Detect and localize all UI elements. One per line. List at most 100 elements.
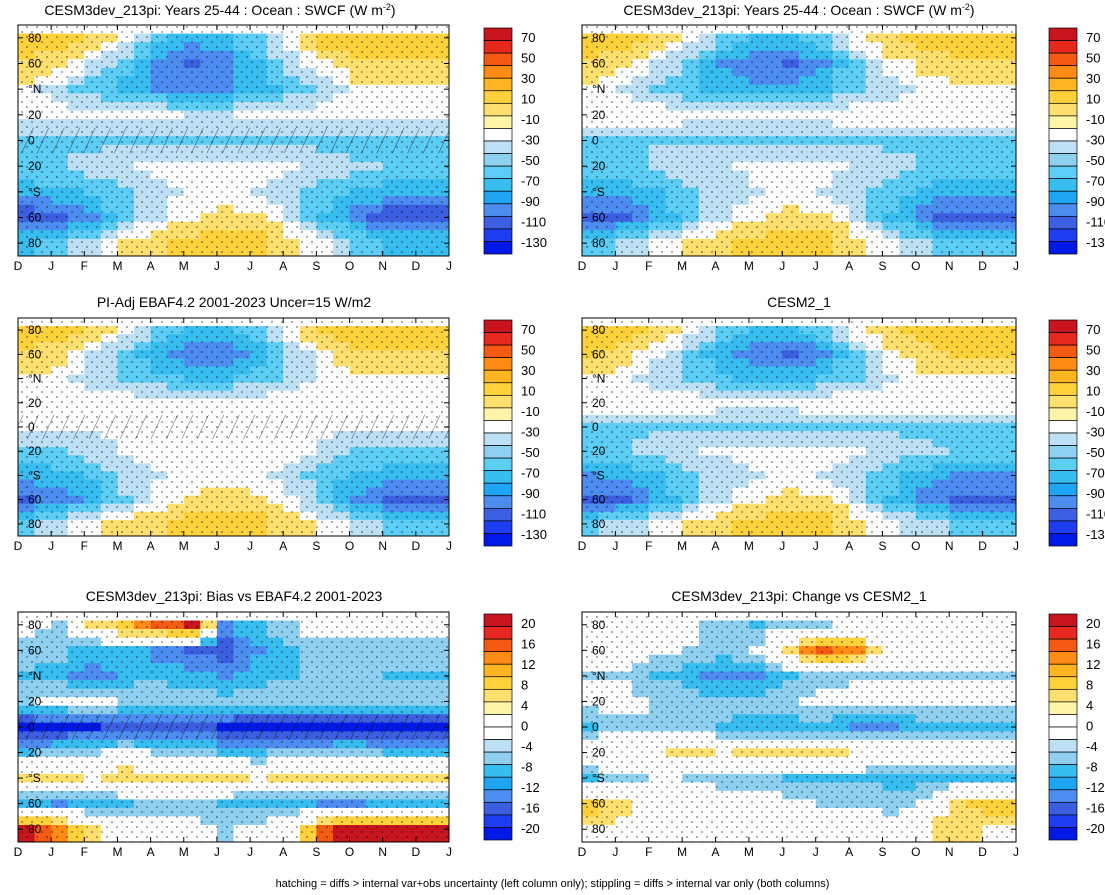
x-tick-label: D xyxy=(978,539,987,553)
y-tick-label: 80 xyxy=(28,323,42,337)
colorbar-swatch xyxy=(483,726,513,740)
x-tick-label: J xyxy=(214,845,220,859)
colorbar-swatch xyxy=(483,626,513,640)
colorbar-label: 10 xyxy=(521,384,535,399)
colorbar-swatch xyxy=(1048,432,1078,446)
colorbar-label: -16 xyxy=(1086,801,1105,816)
colorbar-label: -130 xyxy=(1086,527,1105,542)
y-tick-label: 80 xyxy=(592,618,606,632)
colorbar-swatch xyxy=(483,701,513,715)
x-tick-label: J xyxy=(813,539,819,553)
colorbar-swatch xyxy=(483,77,513,92)
x-tick-label: J xyxy=(48,259,54,273)
colorbar-swatch xyxy=(1048,382,1078,396)
colorbar-label: -90 xyxy=(1086,486,1105,501)
colorbar-label: -70 xyxy=(521,466,540,481)
x-tick-label: F xyxy=(645,845,652,859)
colorbar-swatch xyxy=(483,613,513,627)
colorbar-swatch xyxy=(483,153,513,167)
colorbar-label: 70 xyxy=(1086,30,1100,45)
colorbar-label: 20 xyxy=(1086,616,1100,631)
colorbar-swatch xyxy=(483,663,513,678)
x-tick-label: O xyxy=(345,539,354,553)
y-tick-label: 80 xyxy=(28,618,42,632)
x-tick-label: J xyxy=(612,539,618,553)
colorbar-swatch xyxy=(483,507,513,522)
hatch-overlay xyxy=(18,714,449,740)
x-tick-label: J xyxy=(214,539,220,553)
x-tick-label: J xyxy=(48,539,54,553)
panel-title-p1: CESM3dev_213pi: Years 25-44 : Ocean : SW… xyxy=(44,2,395,18)
colorbar-swatch xyxy=(1048,789,1078,803)
colorbar-label: -10 xyxy=(1086,112,1105,127)
x-tick-label: J xyxy=(779,539,785,553)
colorbar-swatch xyxy=(1048,241,1078,255)
y-tick-label: 80 xyxy=(28,517,42,531)
panel-title-p5: CESM3dev_213pi: Bias vs EBAF4.2 2001-202… xyxy=(86,588,383,604)
x-tick-label: O xyxy=(911,539,920,553)
colorbar-label: 30 xyxy=(1086,71,1100,86)
colorbar-swatch xyxy=(1048,507,1078,522)
colorbar-swatch xyxy=(483,470,513,484)
x-tick-label: M xyxy=(744,845,754,859)
colorbar-swatch xyxy=(483,115,513,129)
colorbar-swatch xyxy=(483,344,513,359)
y-tick-label: 60 xyxy=(28,797,42,811)
colorbar-label: 8 xyxy=(521,678,528,693)
colorbar-label: 0 xyxy=(1086,719,1093,734)
colorbar-swatch xyxy=(1048,27,1078,41)
panel-title-p3: PI-Adj EBAF4.2 2001-2023 Uncer=15 W/m2 xyxy=(97,294,372,310)
x-tick-label: F xyxy=(81,845,88,859)
x-tick-label: M xyxy=(179,539,189,553)
x-tick-label: J xyxy=(446,259,452,273)
colorbar-label: -110 xyxy=(521,215,546,230)
y-tick-label: 80 xyxy=(28,822,42,836)
colorbar-label: -70 xyxy=(1086,174,1105,189)
colorbar-label: -70 xyxy=(521,174,540,189)
panel-p3: PI-Adj EBAF4.2 2001-2023 Uncer=15 W/m2 8… xyxy=(14,294,547,553)
colorbar-swatch xyxy=(1048,407,1078,421)
colorbar-swatch xyxy=(483,369,513,384)
x-tick-label: J xyxy=(779,845,785,859)
x-tick-label: D xyxy=(578,539,587,553)
figure-footnote: hatching = diffs > internal var+obs unce… xyxy=(275,878,830,890)
colorbar-label: 30 xyxy=(521,363,535,378)
colorbar-label: 20 xyxy=(521,616,535,631)
colorbar-label: 12 xyxy=(1086,657,1100,672)
colorbar-swatch xyxy=(483,789,513,803)
x-tick-label: N xyxy=(945,539,954,553)
y-tick-label: 0 xyxy=(28,720,35,734)
panel-p2: CESM3dev_213pi: Years 25-44 : Ocean : SW… xyxy=(578,2,1105,273)
colorbar-swatch xyxy=(1048,115,1078,129)
colorbar-swatch xyxy=(483,688,513,703)
y-tick-label: °N xyxy=(592,82,605,96)
y-tick-label: °N xyxy=(28,669,41,683)
panel-p5: CESM3dev_213pi: Bias vs EBAF4.2 2001-202… xyxy=(14,588,540,859)
x-tick-label: O xyxy=(345,845,354,859)
y-tick-label: 20 xyxy=(592,694,606,708)
x-tick-label: F xyxy=(645,539,652,553)
colorbar-swatch xyxy=(483,228,513,242)
colorbar-swatch xyxy=(1048,190,1078,205)
y-tick-label: 20 xyxy=(28,694,42,708)
x-tick-label: A xyxy=(279,845,287,859)
y-tick-label: 60 xyxy=(592,211,606,225)
x-tick-label: D xyxy=(578,259,587,273)
colorbar-swatch xyxy=(1048,40,1078,54)
colorbar-label: -130 xyxy=(521,235,547,250)
x-tick-label: J xyxy=(1013,539,1019,553)
colorbar-swatch xyxy=(1048,65,1078,79)
colorbar-swatch xyxy=(1048,357,1078,371)
y-tick-label: 20 xyxy=(28,746,42,760)
colorbar-swatch xyxy=(483,714,513,728)
colorbar-label: -50 xyxy=(521,445,540,460)
colorbar-label: -8 xyxy=(1086,760,1098,775)
colorbar-swatch xyxy=(483,203,513,217)
colorbar-label: 50 xyxy=(521,343,535,358)
